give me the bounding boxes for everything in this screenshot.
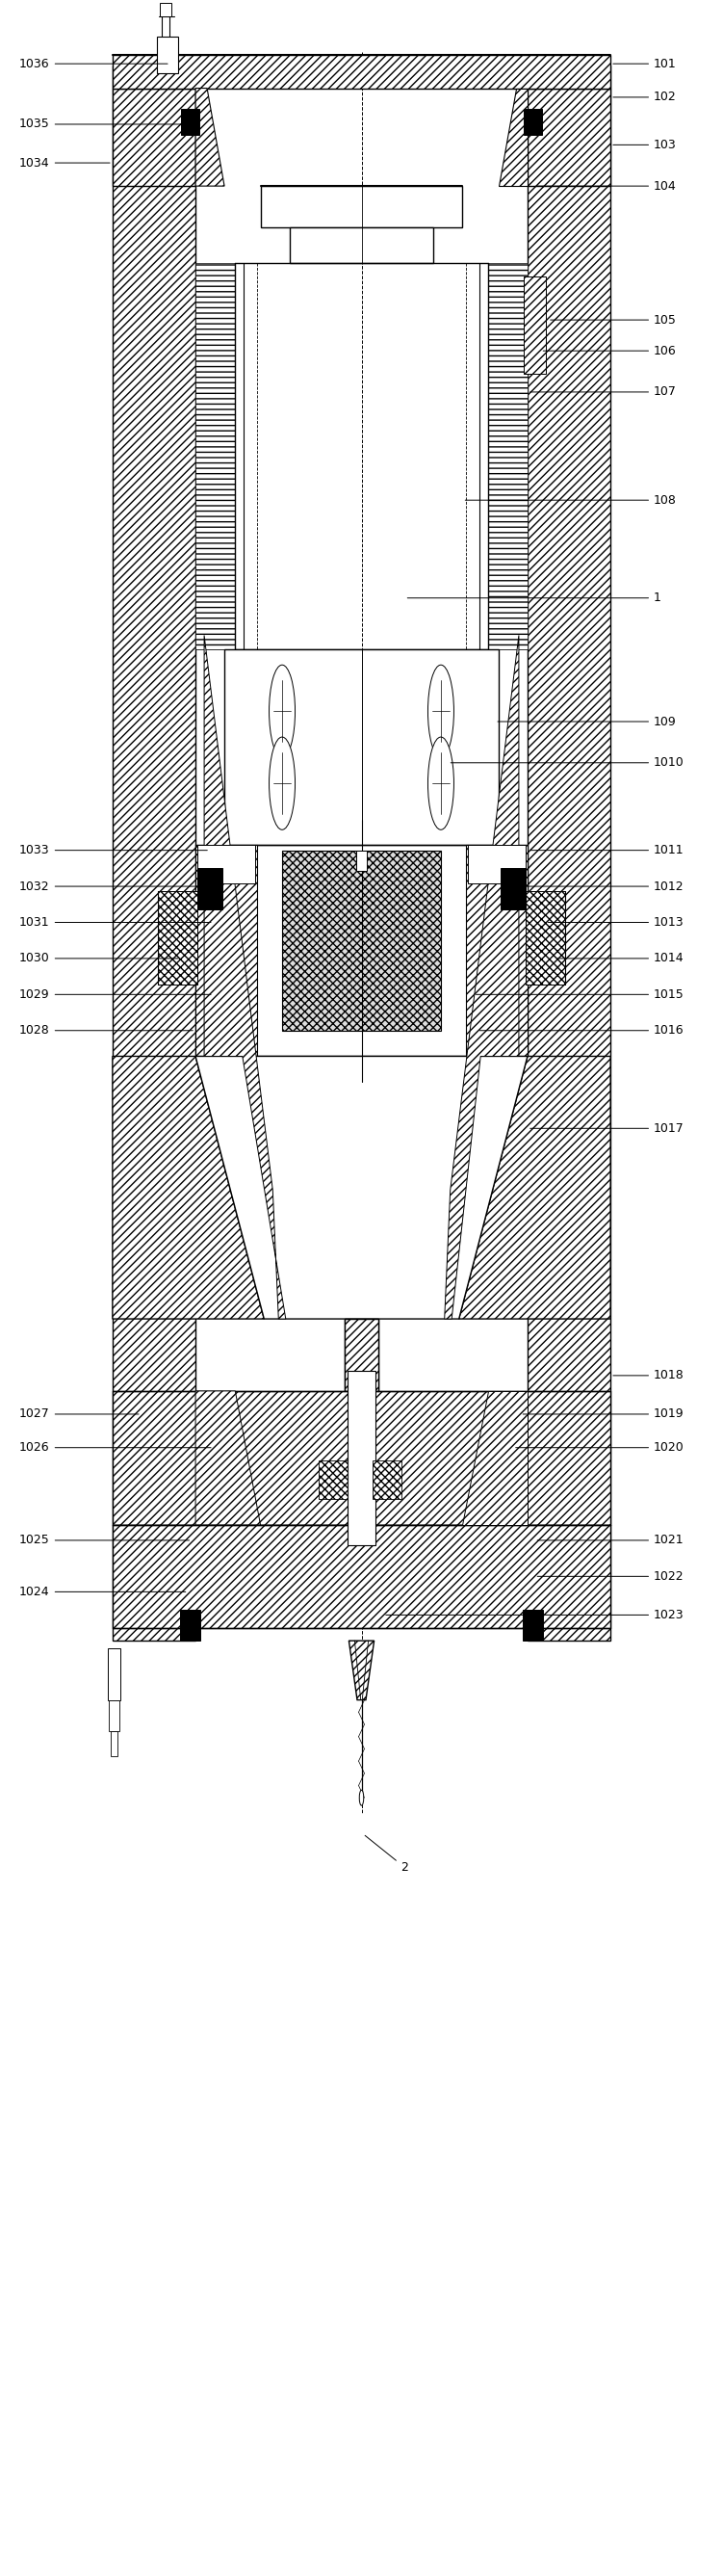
Polygon shape <box>195 845 257 1056</box>
Polygon shape <box>195 1391 260 1525</box>
Polygon shape <box>445 636 519 1319</box>
Polygon shape <box>113 1056 264 1319</box>
Polygon shape <box>499 88 528 185</box>
Text: 1026: 1026 <box>20 1443 211 1453</box>
Polygon shape <box>113 64 195 1641</box>
Text: 1029: 1029 <box>20 989 211 999</box>
Bar <box>469 845 526 884</box>
Text: 1023: 1023 <box>386 1610 684 1620</box>
Polygon shape <box>318 1461 347 1499</box>
Bar <box>157 36 178 72</box>
Circle shape <box>269 665 295 757</box>
Polygon shape <box>372 1461 401 1499</box>
Bar <box>524 108 542 134</box>
Polygon shape <box>113 1525 610 1628</box>
Polygon shape <box>344 1319 379 1391</box>
Bar <box>197 868 222 909</box>
Text: 1027: 1027 <box>20 1409 139 1419</box>
Text: 1031: 1031 <box>20 917 211 930</box>
Bar <box>501 868 526 909</box>
Polygon shape <box>526 891 565 984</box>
Polygon shape <box>488 263 528 649</box>
Text: 1010: 1010 <box>450 757 685 770</box>
Text: 1014: 1014 <box>557 953 684 963</box>
Polygon shape <box>195 1056 528 1319</box>
Bar <box>179 1610 200 1641</box>
Text: 1033: 1033 <box>20 845 208 858</box>
Bar <box>523 1610 544 1641</box>
Text: 107: 107 <box>530 386 677 399</box>
Polygon shape <box>349 1641 374 1700</box>
Polygon shape <box>195 263 235 649</box>
Bar <box>161 3 171 15</box>
Circle shape <box>428 665 454 757</box>
Polygon shape <box>282 850 441 1030</box>
Text: 1034: 1034 <box>20 157 110 170</box>
Text: 1016: 1016 <box>479 1025 684 1036</box>
Text: 1019: 1019 <box>523 1409 684 1419</box>
Polygon shape <box>158 891 197 984</box>
Text: 106: 106 <box>543 345 677 358</box>
Text: 1030: 1030 <box>20 953 179 963</box>
Text: 1015: 1015 <box>476 989 685 999</box>
Polygon shape <box>528 64 610 1641</box>
Text: 1022: 1022 <box>537 1571 684 1582</box>
Text: 1018: 1018 <box>613 1370 685 1381</box>
Text: 1: 1 <box>408 592 662 605</box>
Bar <box>260 185 463 227</box>
Bar <box>224 649 499 845</box>
Text: 101: 101 <box>613 57 677 70</box>
Text: 2: 2 <box>365 1837 408 1873</box>
Bar <box>111 1731 118 1757</box>
Text: 1035: 1035 <box>20 118 189 131</box>
Polygon shape <box>463 1391 528 1525</box>
Bar <box>524 276 546 374</box>
Polygon shape <box>204 636 286 1319</box>
Text: 1032: 1032 <box>20 881 204 894</box>
Text: 1011: 1011 <box>530 845 684 858</box>
Bar <box>347 1370 376 1546</box>
Text: 1021: 1021 <box>537 1535 684 1546</box>
Bar <box>181 108 199 134</box>
Circle shape <box>269 737 295 829</box>
Text: 1013: 1013 <box>548 917 684 930</box>
Text: 102: 102 <box>613 90 677 103</box>
Polygon shape <box>459 1056 610 1319</box>
Circle shape <box>428 737 454 829</box>
Polygon shape <box>113 88 195 185</box>
Text: 1028: 1028 <box>20 1025 193 1036</box>
Text: 1025: 1025 <box>20 1535 189 1546</box>
Bar <box>344 1319 379 1391</box>
Bar <box>109 1700 119 1731</box>
Bar <box>108 1649 121 1700</box>
Text: 1012: 1012 <box>523 881 684 894</box>
Text: 1036: 1036 <box>20 57 168 70</box>
Text: 108: 108 <box>465 495 677 507</box>
Bar <box>356 850 367 871</box>
Text: 1020: 1020 <box>515 1443 685 1453</box>
Bar <box>289 227 434 263</box>
Polygon shape <box>113 1391 610 1525</box>
Polygon shape <box>466 845 528 1056</box>
Polygon shape <box>195 88 224 185</box>
Text: 103: 103 <box>613 139 677 152</box>
Text: 104: 104 <box>537 180 677 193</box>
Text: 1017: 1017 <box>530 1123 685 1133</box>
Text: 1024: 1024 <box>20 1587 186 1597</box>
Polygon shape <box>113 54 610 88</box>
Circle shape <box>359 1790 364 1806</box>
Bar <box>197 845 254 884</box>
Polygon shape <box>528 88 610 185</box>
Text: 109: 109 <box>497 716 677 729</box>
Text: 105: 105 <box>550 314 677 327</box>
